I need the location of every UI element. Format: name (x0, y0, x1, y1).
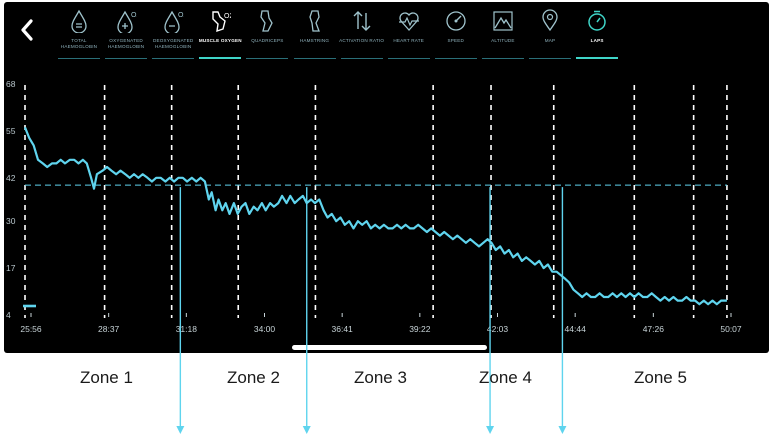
tab-heart-rate[interactable]: HEART RATE (386, 6, 432, 60)
quadriceps-icon (260, 10, 274, 32)
tab-laps[interactable]: LAPS (574, 6, 620, 60)
tab-underline (152, 57, 195, 59)
tab-underline (387, 57, 430, 59)
deoxygenated-haemoglobin-icon: O2 (164, 10, 184, 33)
oxygenated-haemoglobin-icon: O2 (117, 10, 137, 33)
tab-label: ALTITUDE (491, 38, 515, 43)
zone-label-5: Zone 5 (634, 368, 687, 387)
x-tick-label: 39:22 (409, 324, 431, 334)
x-tick-label: 50:07 (720, 324, 742, 334)
arrow-head-icon (486, 426, 495, 434)
laps-icon (588, 10, 606, 31)
zone-label-1: Zone 1 (80, 368, 133, 387)
muscle-oxygen-series-line (23, 126, 727, 306)
y-tick-label: 30 (6, 216, 16, 226)
heart-rate-icon (398, 12, 419, 31)
x-tick-label: 31:18 (176, 324, 198, 334)
tab-total-haemoglobin[interactable]: TOTAL HAEMOGLOBIN (56, 6, 102, 60)
tab-label: HAMSTRING (299, 38, 330, 43)
tab-underline (576, 57, 619, 59)
arrow-head-icon (176, 426, 185, 434)
tab-underline (529, 57, 571, 59)
y-tick-label: 55 (6, 126, 16, 136)
x-axis: 25:56 28:37 31:18 34:00 36:41 39:22 42:03 44:44… (20, 313, 742, 334)
chevron-left-icon (21, 19, 33, 41)
tab-label: MUSCLE OXYGEN (198, 38, 242, 43)
total-haemoglobin-icon (71, 9, 87, 33)
x-tick-label: 42:03 (487, 324, 509, 334)
tab-label: HEART RATE (393, 38, 424, 43)
speed-icon (446, 11, 466, 31)
tab-underline (246, 57, 289, 59)
tab-deoxygenated-haemoglobin[interactable]: O2 DEOXYGENATED HAEMOGLOBIN (150, 6, 196, 60)
tab-speed[interactable]: SPEED (433, 6, 479, 60)
tab-label: TOTAL HAEMOGLOBIN (60, 38, 98, 49)
lap-markers (24, 85, 728, 318)
tab-underline (340, 57, 383, 59)
tab-activation-ratio[interactable]: ACTIVATION RATIO (339, 6, 385, 60)
svg-text:O2: O2 (178, 12, 184, 19)
map-icon (542, 9, 558, 32)
y-tick-label: 4 (6, 310, 11, 320)
tab-map[interactable]: MAP (527, 6, 573, 60)
tab-oxygenated-haemoglobin[interactable]: O2 OXYGENATED HAEMOGLOBIN (103, 6, 149, 60)
arrow-head-icon (558, 426, 567, 434)
tab-label: LAPS (590, 38, 604, 43)
x-tick-label: 47:26 (643, 324, 665, 334)
zone-label-4: Zone 4 (479, 368, 532, 387)
svg-text:O2: O2 (131, 12, 137, 19)
y-tick-label: 68 (6, 79, 16, 89)
hamstring-icon (308, 10, 320, 32)
arrow-head-icon (302, 426, 311, 434)
x-tick-label: 28:37 (98, 324, 120, 334)
tab-underline (58, 57, 100, 59)
tab-underline (293, 57, 336, 59)
x-tick-label: 36:41 (332, 324, 354, 334)
zone-label-3: Zone 3 (354, 368, 407, 387)
tab-label: OXYGENATED HAEMOGLOBIN (107, 38, 145, 49)
tab-label: ACTIVATION RATIO (339, 38, 385, 43)
muscle-oxygen-icon: O2 (212, 11, 231, 33)
zone-label-2: Zone 2 (227, 368, 280, 387)
back-button[interactable] (16, 16, 38, 44)
altitude-icon (493, 11, 513, 31)
x-tick-label: 34:00 (254, 324, 276, 334)
tab-underline (481, 57, 524, 59)
tab-underline (434, 57, 477, 59)
tab-altitude[interactable]: ALTITUDE (480, 6, 526, 60)
x-tick-label: 44:44 (565, 324, 587, 334)
x-tick-label: 25:56 (20, 324, 42, 334)
svg-text:O2: O2 (224, 13, 231, 20)
tab-underline (105, 57, 148, 59)
zone-transition-arrows (176, 187, 567, 434)
tab-muscle-oxygen[interactable]: O2 MUSCLE OXYGEN (197, 6, 243, 60)
y-tick-label: 42 (6, 173, 16, 183)
home-indicator[interactable] (292, 345, 487, 350)
tab-label: DEOXYGENATED HAEMOGLOBIN (153, 38, 194, 49)
activation-ratio-icon (353, 11, 371, 31)
tab-quadriceps[interactable]: QUADRICEPS (244, 6, 290, 60)
tab-label: MAP (544, 38, 556, 43)
tab-hamstring[interactable]: HAMSTRING (292, 6, 338, 60)
y-axis: 68 55 42 30 17 4 (6, 79, 16, 320)
y-tick-label: 17 (6, 263, 16, 273)
tab-label: QUADRICEPS (251, 38, 284, 43)
tab-underline (199, 57, 242, 59)
tab-label: SPEED (447, 38, 465, 43)
